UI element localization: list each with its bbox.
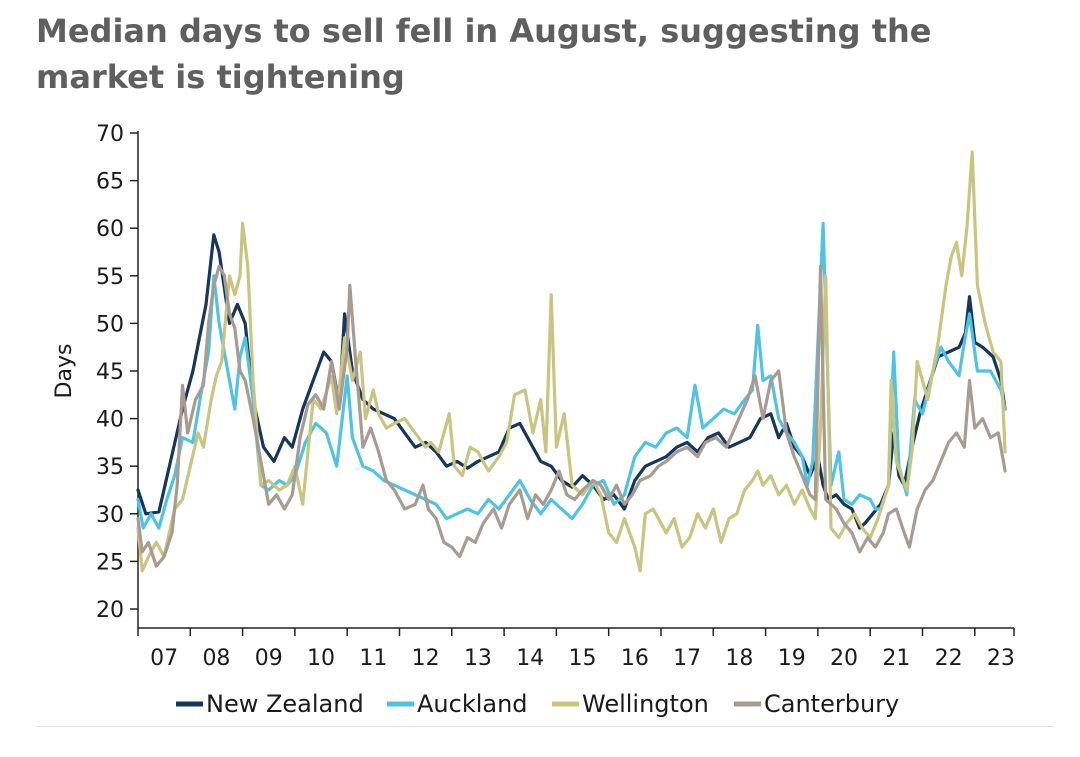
x-tick-label: 08 xyxy=(202,646,230,671)
x-tick-label: 09 xyxy=(255,646,283,671)
x-tick-label: 11 xyxy=(359,646,387,671)
x-tick-label: 14 xyxy=(516,646,544,671)
x-tick-label: 22 xyxy=(935,646,963,671)
x-tick-label: 18 xyxy=(725,646,753,671)
bottom-divider xyxy=(36,726,1054,727)
x-tick-label: 20 xyxy=(830,646,858,671)
x-tick-label: 17 xyxy=(673,646,701,671)
y-tick-label: 45 xyxy=(96,360,124,385)
legend-label-auckland: Auckland xyxy=(417,690,528,718)
y-tick-label: 55 xyxy=(96,265,124,290)
x-tick-label: 12 xyxy=(412,646,440,671)
x-tick-label: 23 xyxy=(987,646,1015,671)
y-tick-label: 35 xyxy=(96,455,124,480)
series-line-canterbury xyxy=(136,264,1007,568)
legend-label-wellington: Wellington xyxy=(582,690,709,718)
axes: 20 25 30 35 40 45 50 55 60 65 70 07 08 09 10 11 12 13 14 15… xyxy=(96,122,1015,671)
legend-label-canterbury: Canterbury xyxy=(764,690,899,718)
chart-title: Median days to sell fell in August, sugg… xyxy=(36,12,932,96)
x-tick-label: 07 xyxy=(150,646,178,671)
y-tick-label: 20 xyxy=(96,598,124,623)
legend-label-new-zealand: New Zealand xyxy=(206,690,364,718)
x-tick-label: 10 xyxy=(307,646,335,671)
y-tick-label: 60 xyxy=(96,217,124,242)
x-tick-label: 16 xyxy=(621,646,649,671)
x-tick-label: 21 xyxy=(882,646,910,671)
y-tick-label: 40 xyxy=(96,408,124,433)
y-axis-title: Days xyxy=(52,344,77,399)
legend: New Zealand Auckland Wellington Canterbury xyxy=(176,690,899,718)
x-tick-label: 13 xyxy=(464,646,492,671)
y-tick-label: 25 xyxy=(96,550,124,575)
y-tick-label: 50 xyxy=(96,312,124,337)
x-tick-label: 15 xyxy=(569,646,597,671)
y-tick-label: 70 xyxy=(96,122,124,147)
series-lines xyxy=(136,150,1007,573)
y-tick-label: 30 xyxy=(96,503,124,528)
y-tick-label: 65 xyxy=(96,170,124,195)
x-tick-label: 19 xyxy=(778,646,806,671)
